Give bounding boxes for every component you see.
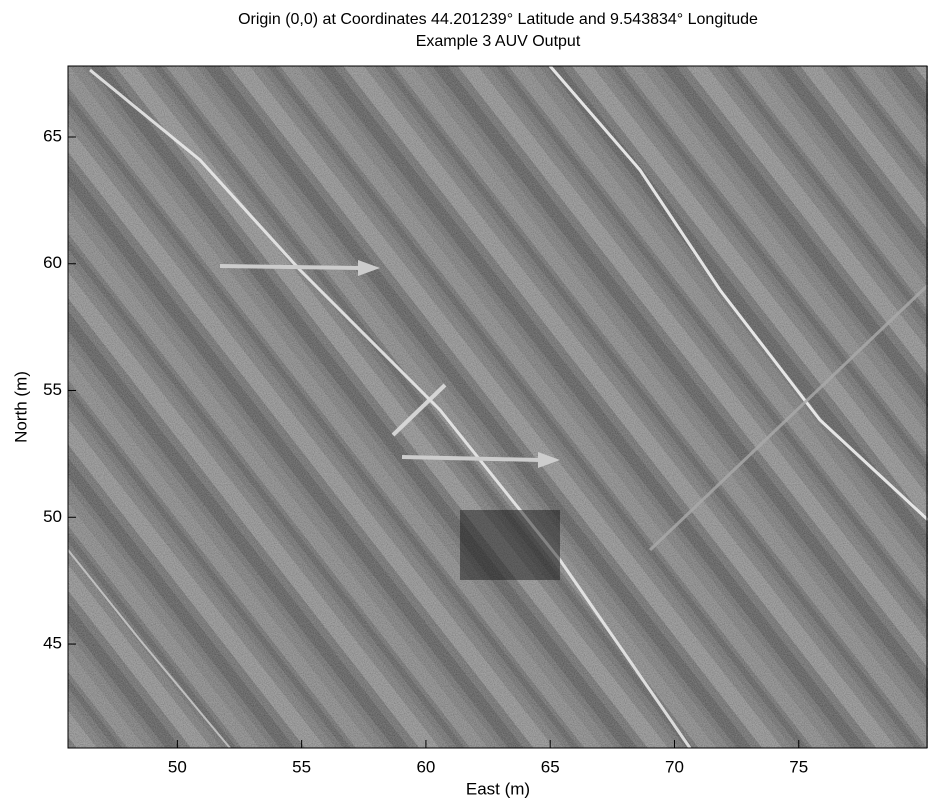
x-tick-label: 60 (416, 757, 435, 776)
x-axis-label: East (m) (466, 779, 530, 798)
x-tick-label: 70 (665, 757, 684, 776)
chart-title: Origin (0,0) at Coordinates 44.201239° L… (238, 11, 758, 28)
x-tick-label: 55 (292, 757, 311, 776)
y-tick-label: 45 (43, 634, 62, 653)
y-tick-label: 60 (43, 253, 62, 272)
y-axis-label: North (m) (11, 371, 30, 443)
x-tick-label: 65 (541, 757, 560, 776)
x-tick-label: 50 (168, 757, 187, 776)
y-tick-label: 50 (43, 507, 62, 526)
plot-frame (67, 65, 928, 749)
sonar-image (68, 66, 928, 748)
x-tick-label: 75 (789, 757, 808, 776)
y-tick-label: 65 (43, 126, 62, 145)
chart-subtitle: Example 3 AUV Output (416, 33, 581, 50)
y-tick-label: 55 (43, 380, 62, 399)
